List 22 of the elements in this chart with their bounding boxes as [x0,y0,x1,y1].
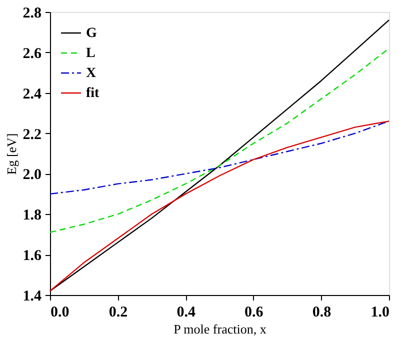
y-tick-label: 1.4 [22,288,42,304]
y-tick-label: 2.4 [22,86,42,102]
x-tick-label: 0.8 [312,304,332,320]
legend-label: G [86,26,97,41]
x-tick-label: 0.6 [244,304,264,320]
legend-label: X [86,66,96,81]
y-tick-label: 1.8 [22,208,42,224]
y-axis-title: Eg [eV] [4,133,19,175]
y-tick-label: 2.0 [22,167,42,184]
x-axis-title: P mole fraction, x [174,322,267,336]
y-tick-label: 2.8 [22,6,42,22]
x-tick-label: 0.2 [108,304,128,320]
line-series [49,120,390,292]
y-tick-label: 2.2 [22,126,42,143]
x-tick-label: 1.0 [370,304,390,320]
legend-label: L [86,46,96,61]
y-tick-label: 1.6 [22,248,42,264]
x-tick-label: 0.4 [176,304,196,320]
line-series [49,19,390,292]
y-tick-label: 2.6 [22,46,42,62]
legend-label: fit [86,86,100,101]
x-tick-label: 0.0 [50,304,70,320]
